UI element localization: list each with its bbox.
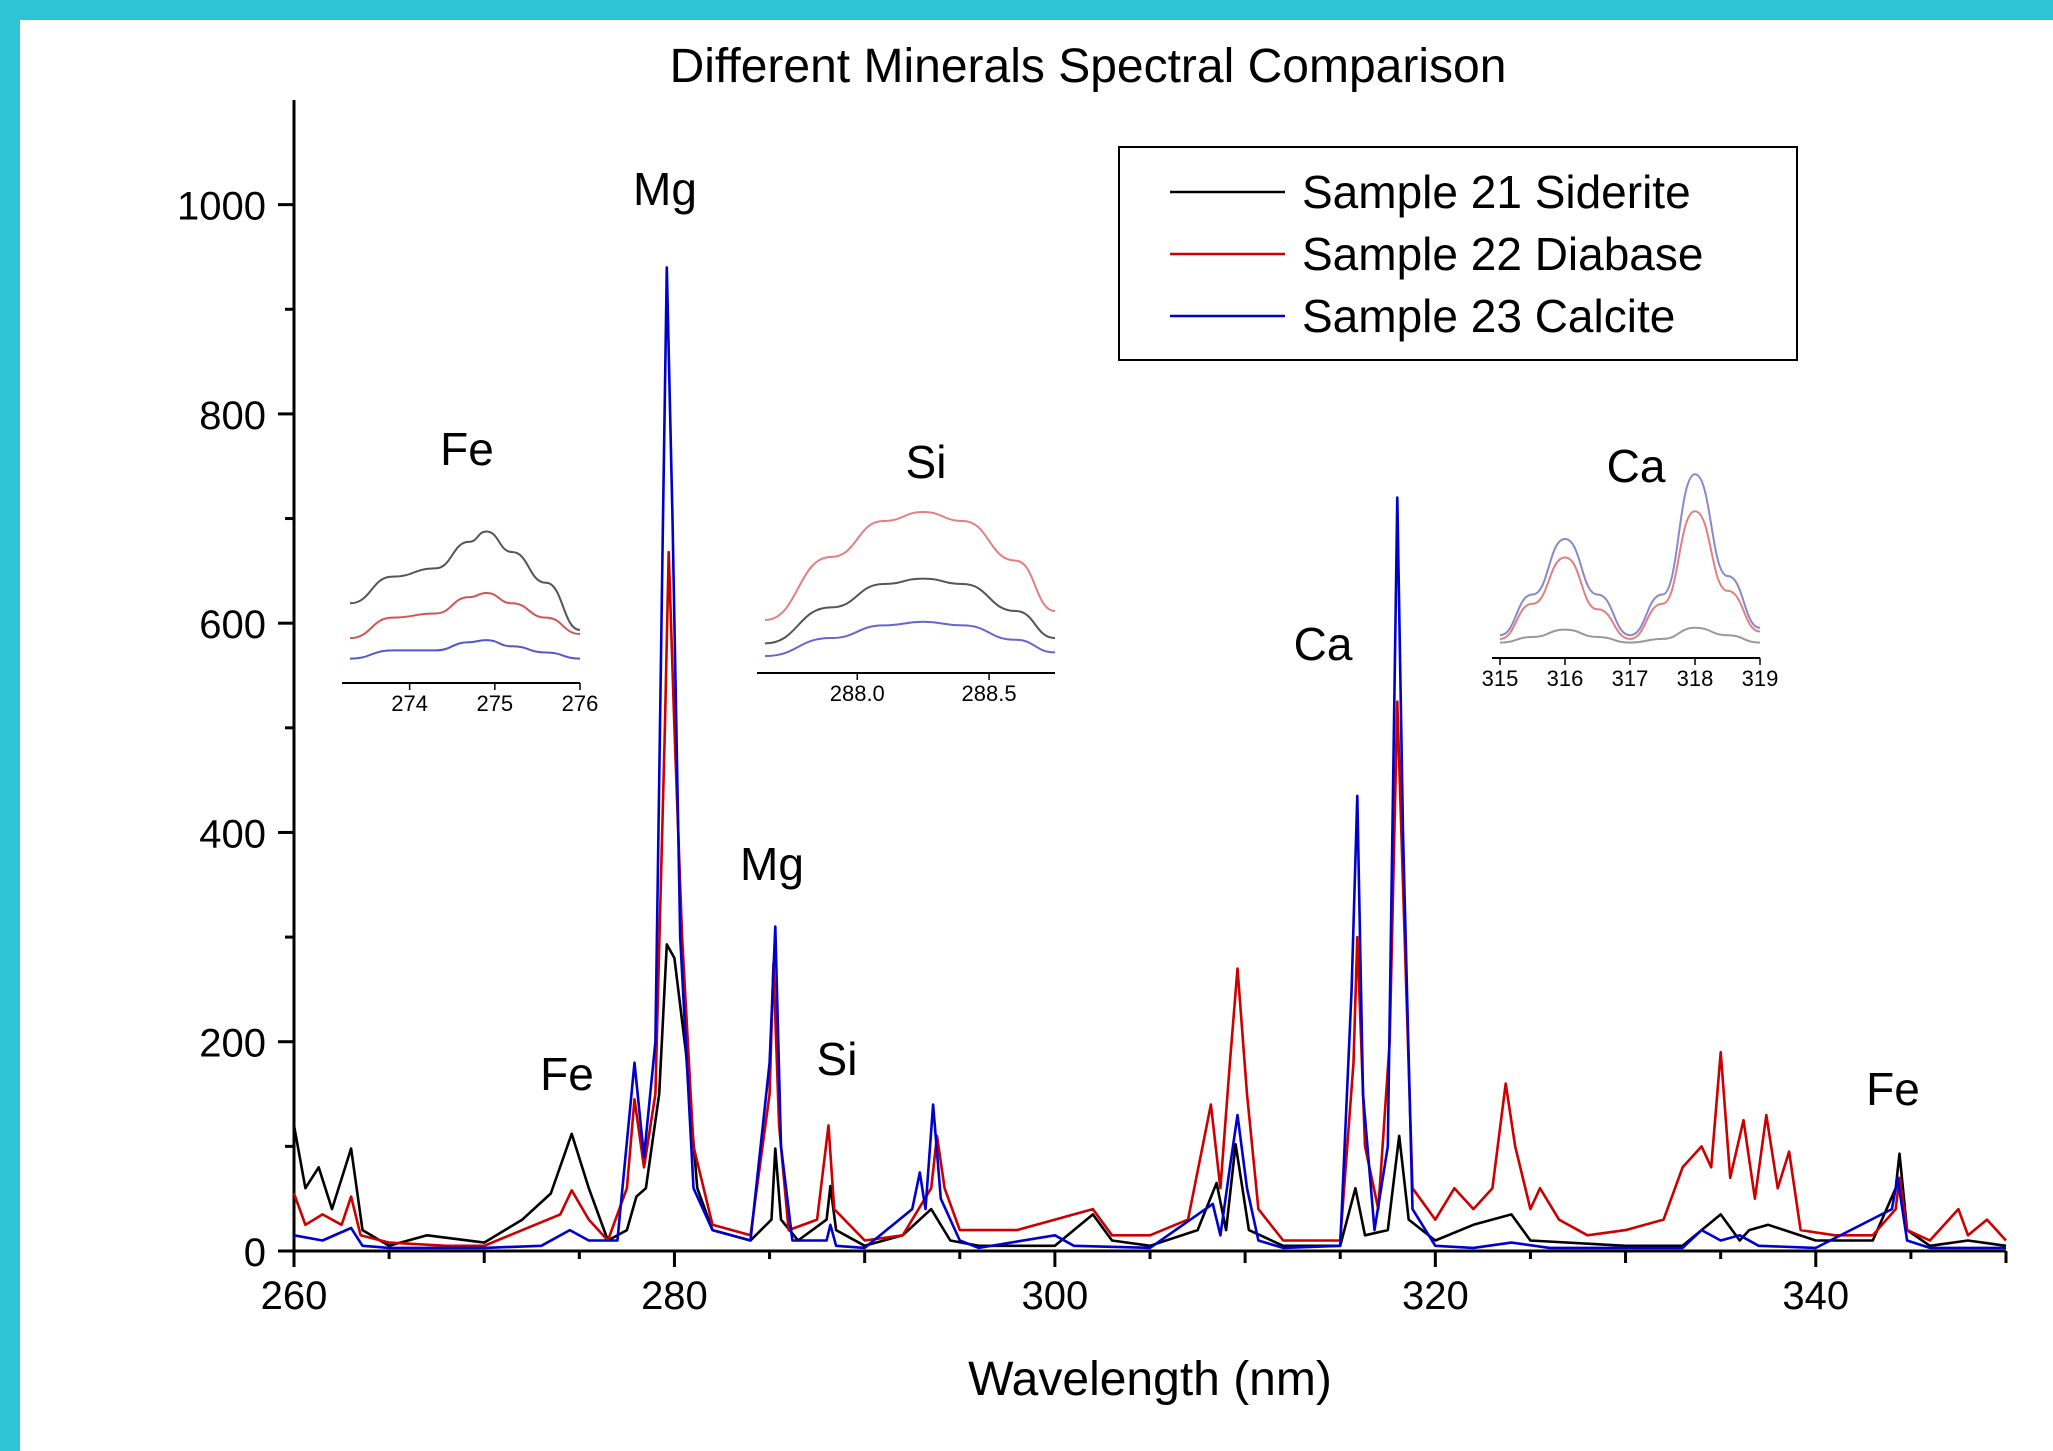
peak-annotation: Si <box>906 436 947 488</box>
inset-curve-3 <box>1499 626 1761 644</box>
y-tick-label: 800 <box>199 394 266 438</box>
series-line-2 <box>292 550 2007 1248</box>
x-tick-label: 280 <box>641 1274 708 1318</box>
y-tick-label: 200 <box>199 1022 266 1066</box>
inset-tick-label: 276 <box>562 691 599 716</box>
x-tick-label: 260 <box>261 1274 328 1318</box>
inset-tick-label: 275 <box>476 691 513 716</box>
inset-si: 288.0 288.5 <box>757 510 1056 706</box>
y-tick-label: 400 <box>199 812 266 856</box>
inset-curve-3 <box>764 620 1056 657</box>
legend: Sample 21 Siderite Sample 22 Diabase Sampl… <box>1118 146 1798 361</box>
legend-entry: Sample 22 Diabase <box>1302 228 1703 280</box>
inset-curve-2 <box>764 577 1056 645</box>
inset-tick-label: 319 <box>1742 666 1779 691</box>
axes: 0 200 400 600 800 1000 260 280 300 320 340 <box>177 100 2008 1318</box>
inset-fe: 274 275 276 <box>342 530 599 716</box>
y-tick-label: 600 <box>199 603 266 647</box>
peak-annotation: Fe <box>440 423 494 475</box>
inset-layer: 274 275 276 288.0 288.5 315 316 317 318 319 <box>342 473 1779 716</box>
inset-tick-label: 288.0 <box>830 681 885 706</box>
inset-tick-label: 315 <box>1482 666 1519 691</box>
x-tick-label: 340 <box>1782 1274 1849 1318</box>
inset-tick-label: 274 <box>391 691 428 716</box>
peak-annotation: Fe <box>1866 1063 1920 1115</box>
x-tick-label: 320 <box>1402 1274 1469 1318</box>
inset-curve-1 <box>1499 473 1761 637</box>
peak-annotation: Si <box>817 1033 858 1085</box>
peak-annotation: Ca <box>1607 440 1666 492</box>
inset-curve-2 <box>349 591 581 640</box>
legend-entry: Sample 21 Siderite <box>1302 166 1691 218</box>
inset-ca: 315 316 317 318 319 <box>1482 473 1779 691</box>
peak-annotation: Mg <box>633 163 697 215</box>
inset-curve-2 <box>1499 510 1761 640</box>
x-tick-label: 300 <box>1022 1274 1089 1318</box>
legend-entry: Sample 23 Calcite <box>1302 290 1675 342</box>
inset-tick-label: 317 <box>1612 666 1649 691</box>
chart-title: Different Minerals Spectral Comparison <box>670 40 1507 93</box>
inset-tick-label: 316 <box>1547 666 1584 691</box>
spectral-chart: Different Minerals Spectral Comparison 0… <box>177 40 2008 1406</box>
x-axis-label: Wavelength (nm) <box>968 1353 1332 1406</box>
series-line-3 <box>293 266 2006 1250</box>
y-tick-label: 1000 <box>177 185 266 229</box>
annotation-layer: Mg Mg Fe Fe Si Ca Fe Si Ca <box>440 163 1920 1115</box>
inset-curve-1 <box>764 510 1056 621</box>
peak-annotation: Fe <box>540 1048 594 1100</box>
inset-tick-label: 288.5 <box>962 681 1017 706</box>
inset-curve-3 <box>349 639 581 660</box>
series-layer <box>292 266 2007 1250</box>
inset-tick-label: 318 <box>1677 666 1714 691</box>
chart-frame: Different Minerals Spectral Comparison 0… <box>20 20 2053 1451</box>
inset-curve-1 <box>349 530 581 631</box>
peak-annotation: Mg <box>740 838 804 890</box>
peak-annotation: Ca <box>1294 618 1353 670</box>
y-tick-label: 0 <box>244 1231 266 1275</box>
